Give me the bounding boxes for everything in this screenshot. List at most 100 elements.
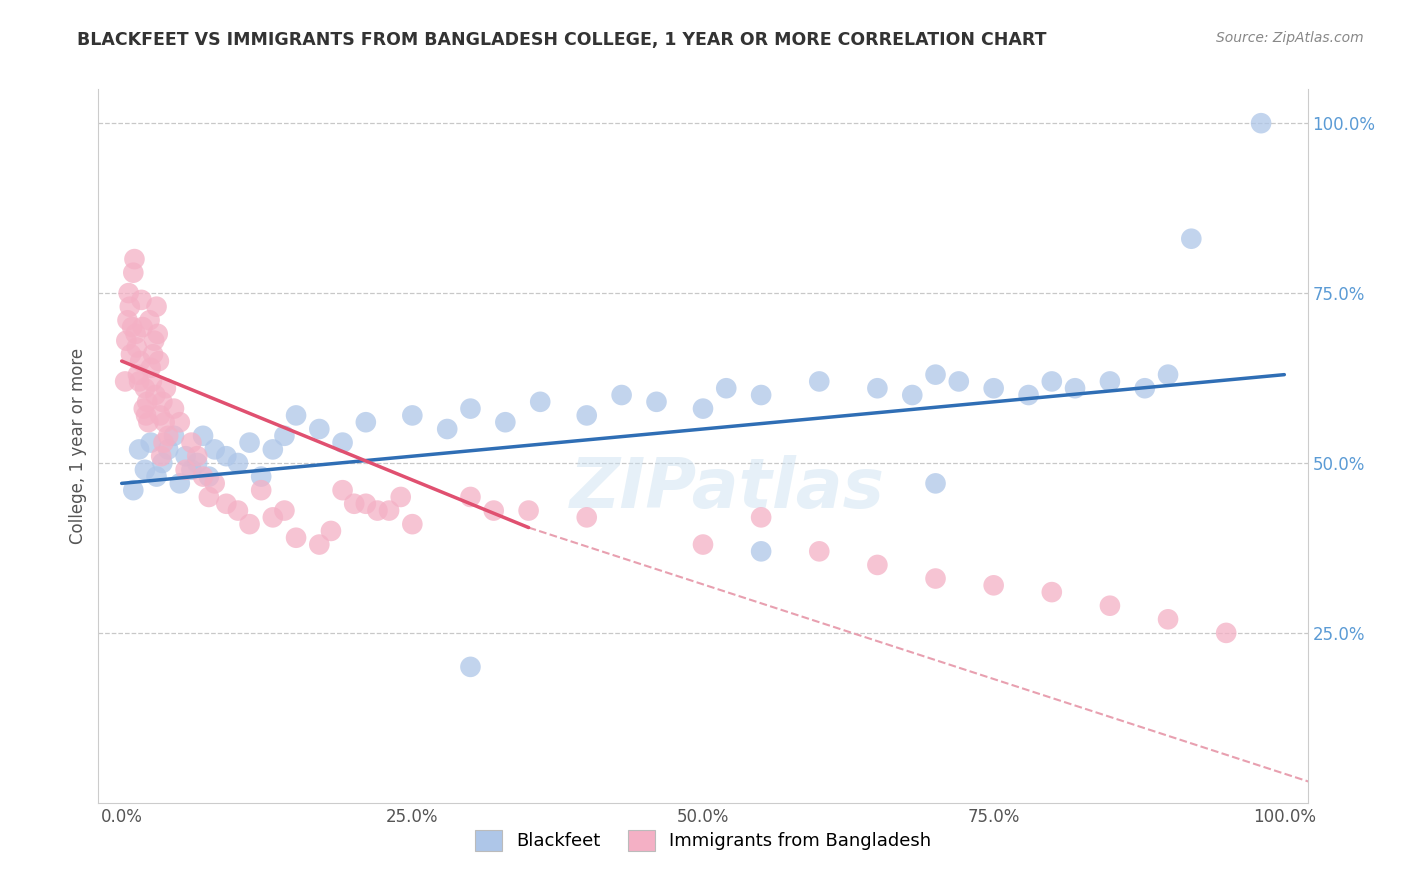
Point [239,517,262,532]
Point [1157,612,1180,626]
Legend: Blackfeet, Immigrants from Bangladesh: Blackfeet, Immigrants from Bangladesh [468,822,938,858]
Point [191,429,214,443]
Point [901,388,924,402]
Point [575,409,598,423]
Point [460,490,482,504]
Point [155,381,177,395]
Point [153,415,176,429]
Point [319,524,342,538]
Point [645,394,668,409]
Point [152,435,174,450]
Point [1018,388,1040,402]
Point [285,531,308,545]
Point [141,375,163,389]
Point [129,354,152,368]
Point [692,537,714,551]
Point [749,388,772,402]
Point [529,394,551,409]
Point [180,463,202,477]
Point [163,429,186,443]
Point [366,503,388,517]
Point [125,341,148,355]
Point [150,394,173,409]
Point [948,375,970,389]
Point [135,409,157,423]
Point [401,409,423,423]
Point [204,476,226,491]
Point [575,510,598,524]
Point [273,503,295,517]
Point [250,483,273,498]
Point [1098,599,1121,613]
Point [148,354,170,368]
Point [139,435,162,450]
Point [191,469,214,483]
Point [1040,585,1063,599]
Point [186,449,208,463]
Text: Source: ZipAtlas.com: Source: ZipAtlas.com [1216,31,1364,45]
Point [1180,232,1202,246]
Point [180,435,202,450]
Point [308,537,330,551]
Point [343,497,366,511]
Point [150,456,173,470]
Point [122,483,145,498]
Point [124,326,146,341]
Point [150,449,173,463]
Point [354,415,377,429]
Point [983,381,1005,395]
Point [134,463,156,477]
Point [118,286,141,301]
Point [1133,381,1156,395]
Point [163,401,186,416]
Point [401,517,423,532]
Point [124,252,146,266]
Point [169,415,191,429]
Point [138,415,160,429]
Point [138,313,160,327]
Point [174,463,197,477]
Point [226,503,249,517]
Point [716,381,738,395]
Point [198,490,221,504]
Point [924,476,946,491]
Point [1215,626,1237,640]
Point [924,368,946,382]
Point [117,313,139,327]
Point [924,572,946,586]
Point [146,326,169,341]
Point [285,409,308,423]
Point [114,375,136,389]
Point [517,503,540,517]
Point [128,375,150,389]
Point [226,456,249,470]
Point [273,429,295,443]
Point [692,401,714,416]
Point [131,293,153,307]
Point [262,442,284,457]
Point [139,360,162,375]
Point [174,449,197,463]
Point [749,510,772,524]
Point [215,449,238,463]
Point [132,401,155,416]
Text: ZIPatlas: ZIPatlas [569,455,884,523]
Point [121,320,143,334]
Point [1157,368,1180,382]
Point [118,300,141,314]
Point [143,334,166,348]
Point [332,435,354,450]
Point [145,300,167,314]
Point [494,415,516,429]
Point [127,368,149,382]
Point [1040,375,1063,389]
Point [866,558,889,572]
Point [460,401,482,416]
Point [204,442,226,457]
Point [332,483,354,498]
Point [145,388,167,402]
Y-axis label: College, 1 year or more: College, 1 year or more [69,348,87,544]
Point [436,422,458,436]
Point [808,544,831,558]
Point [749,544,772,558]
